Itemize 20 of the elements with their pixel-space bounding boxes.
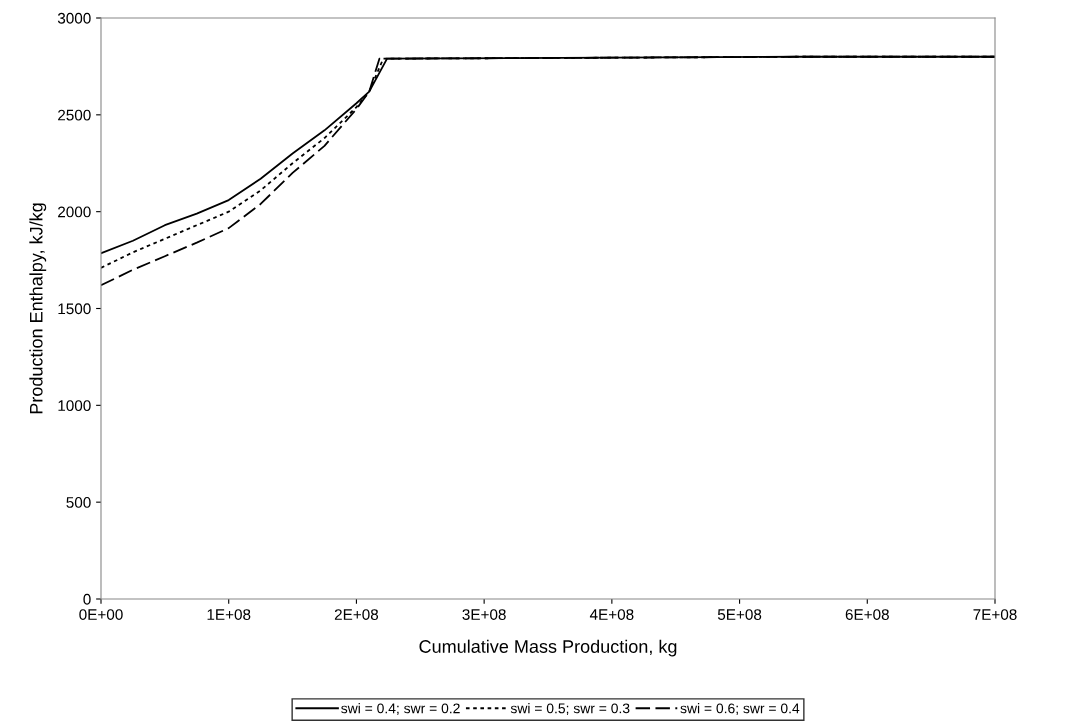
x-tick-label: 6E+08 [845,609,889,620]
y-tick-label: 1500 [58,303,91,315]
y-tick-label: 3000 [57,12,91,24]
y-tick-label: 0 [83,593,91,605]
y-tick-label: 2500 [58,109,91,121]
legend-label: swi = 0.4; swr = 0.2 [341,703,460,715]
legend-label: swi = 0.6; swr = 0.4 [680,703,800,715]
x-tick-label: 1E+08 [207,609,251,620]
x-tick-label: 3E+08 [462,609,506,620]
x-tick-label: 2E+08 [334,609,379,620]
legend-label: swi = 0.5; swr = 0.3 [510,703,630,715]
x-tick-label: 0E+00 [79,609,123,620]
y-tick-label: 500 [66,497,91,508]
y-tick-label: 1000 [58,400,91,412]
y-axis-title: Production Enthalpy, kJ/kg [29,203,47,414]
x-tick-label: 4E+08 [589,609,634,620]
x-tick-label: 5E+08 [717,609,762,620]
x-axis-title: Cumulative Mass Production, kg [419,639,677,657]
x-tick-label: 7E+08 [973,609,1017,620]
y-tick-label: 2000 [58,206,91,218]
